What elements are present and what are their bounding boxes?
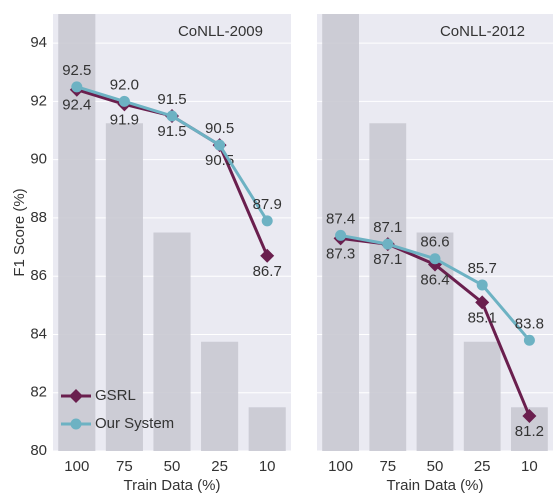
x-tick-label: 75 [379, 458, 396, 475]
bar [248, 407, 286, 451]
x-tick-label: 100 [328, 458, 353, 475]
x-tick-label: 10 [521, 458, 538, 475]
data-label: 87.1 [373, 219, 402, 236]
data-label: 85.7 [468, 260, 497, 277]
data-label: 87.4 [326, 210, 355, 227]
data-label: 86.6 [420, 234, 449, 251]
data-label: 86.4 [420, 272, 449, 289]
x-tick-label: 50 [427, 458, 444, 475]
panel-title: CoNLL-2012 [440, 23, 525, 40]
y-tick-label: 80 [30, 442, 47, 459]
data-label: 87.9 [253, 196, 282, 213]
marker [522, 409, 537, 424]
legend-marker [69, 389, 83, 403]
bar [201, 341, 239, 451]
marker [166, 110, 178, 122]
data-label: 92.4 [62, 97, 91, 114]
data-label: 92.0 [110, 76, 139, 93]
x-tick-label: 10 [259, 458, 276, 475]
bar [463, 341, 501, 451]
x-tick-label: 50 [164, 458, 181, 475]
y-tick-label: 84 [30, 325, 47, 342]
marker [214, 139, 226, 151]
marker [261, 215, 273, 227]
data-label: 86.7 [253, 263, 282, 280]
data-label: 81.2 [515, 423, 544, 440]
x-axis-label: Train Data (%) [124, 477, 221, 493]
marker [71, 81, 83, 93]
data-label: 90.5 [205, 120, 234, 137]
marker [523, 334, 535, 346]
marker [429, 253, 441, 265]
data-label: 91.5 [157, 91, 186, 108]
marker [475, 295, 490, 310]
x-tick-label: 100 [64, 458, 89, 475]
bar [105, 123, 143, 451]
data-label: 91.9 [110, 111, 139, 128]
bar [369, 123, 407, 451]
data-label: 83.8 [515, 315, 544, 332]
data-label: 87.1 [373, 251, 402, 268]
bar [58, 14, 96, 451]
marker [260, 248, 275, 263]
marker [335, 229, 347, 241]
panel-title: CoNLL-2009 [178, 23, 263, 40]
legend-marker [70, 418, 82, 430]
y-tick-label: 88 [30, 209, 47, 226]
y-tick-label: 90 [30, 151, 47, 168]
x-tick-label: 25 [211, 458, 228, 475]
y-tick-label: 94 [30, 34, 47, 51]
legend-label: GSRL [95, 387, 136, 404]
marker [382, 238, 394, 250]
y-tick-label: 82 [30, 384, 47, 401]
marker [118, 95, 130, 107]
bar [153, 232, 191, 451]
y-axis-label: F1 Score (%) [11, 188, 28, 276]
marker [476, 279, 488, 291]
x-axis-label: Train Data (%) [387, 477, 484, 493]
data-label: 87.3 [326, 245, 355, 262]
data-label: 92.5 [62, 62, 91, 79]
data-label: 85.1 [468, 309, 497, 326]
x-tick-label: 75 [116, 458, 133, 475]
x-tick-label: 25 [474, 458, 491, 475]
data-label: 91.5 [157, 123, 186, 140]
legend-label: Our System [95, 415, 174, 432]
y-tick-label: 86 [30, 267, 47, 284]
y-tick-label: 92 [30, 92, 47, 109]
